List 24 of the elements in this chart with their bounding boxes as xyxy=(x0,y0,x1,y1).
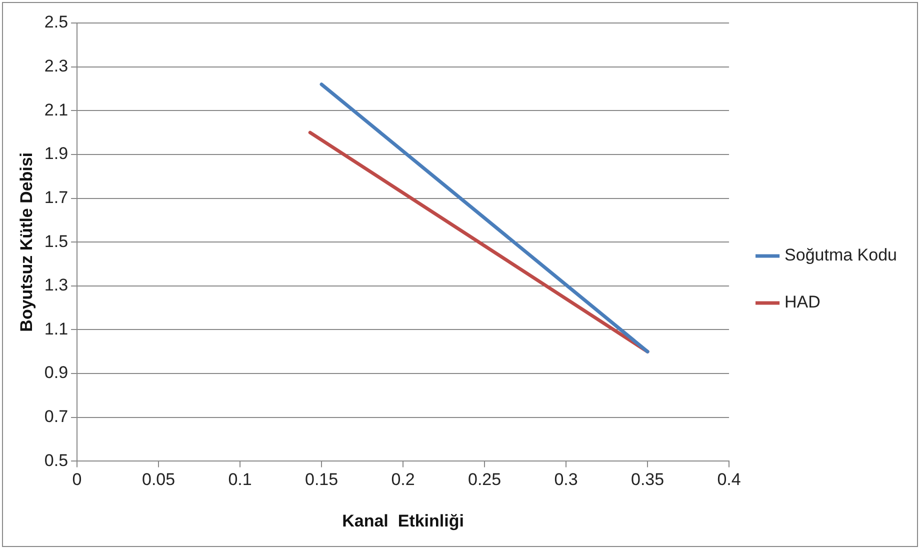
y-tick-label: 1.7 xyxy=(44,188,68,207)
y-tick-label: 1.1 xyxy=(44,319,68,338)
y-tick-label: 0.5 xyxy=(44,450,68,470)
y-tick-label: 2.1 xyxy=(44,100,68,120)
y-tick-label: 2.3 xyxy=(44,56,68,76)
x-tick-label: 0.15 xyxy=(304,470,338,490)
legend-label: Soğutma Kodu xyxy=(784,246,897,265)
x-tick-label: 0.3 xyxy=(554,470,578,490)
y-axis-title: Boyutsuz Kütle Debisi xyxy=(16,152,36,332)
x-tick-label: 0.25 xyxy=(468,470,502,490)
y-tick-label: 0.9 xyxy=(44,363,68,382)
x-tick-label: 0.1 xyxy=(228,470,252,490)
x-tick-label: 0.35 xyxy=(630,470,664,490)
y-tick-label: 0.7 xyxy=(44,407,68,426)
x-axis-title: Kanal Etkinliği xyxy=(342,511,464,530)
x-tick-label: 0.2 xyxy=(391,470,415,490)
y-tick-label: 1.3 xyxy=(44,276,68,295)
x-tick-label: 0.05 xyxy=(142,470,176,490)
y-tick-label: 1.9 xyxy=(44,144,68,164)
legend-label: HAD xyxy=(784,292,820,312)
y-tick-label: 2.5 xyxy=(44,12,68,32)
x-tick-label: 0 xyxy=(72,470,82,490)
y-tick-label: 1.5 xyxy=(44,232,68,251)
x-tick-label: 0.4 xyxy=(717,470,741,490)
